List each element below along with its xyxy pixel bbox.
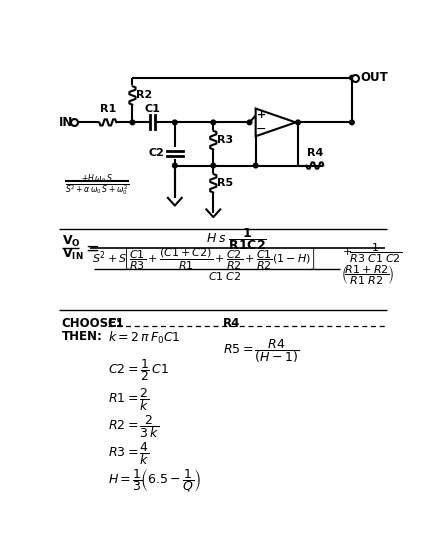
Text: R4: R4 [223, 317, 240, 330]
Circle shape [210, 163, 215, 168]
Text: $\!\!\left(\!\dfrac{R1+R2}{R1\;R2}\!\right)$: $\!\!\left(\!\dfrac{R1+R2}{R1\;R2}\!\rig… [341, 263, 393, 287]
Text: $C1\;C2$: $C1\;C2$ [207, 271, 241, 282]
Circle shape [210, 120, 215, 124]
Text: CHOOSE:: CHOOSE: [62, 317, 122, 330]
Circle shape [172, 163, 177, 168]
Text: $H\;s\;\dfrac{\mathbf{1}}{\mathbf{R1C2}}$: $H\;s\;\dfrac{\mathbf{1}}{\mathbf{R1C2}}… [206, 227, 266, 252]
Text: R4: R4 [306, 148, 322, 158]
Text: R3: R3 [217, 135, 233, 145]
Text: C2: C2 [148, 148, 164, 158]
Text: R5: R5 [217, 178, 233, 188]
Text: $C2=\dfrac{1}{2}\,C1$: $C2=\dfrac{1}{2}\,C1$ [108, 357, 168, 383]
Text: C1: C1 [108, 317, 125, 330]
Circle shape [349, 75, 353, 80]
Text: $R5=\dfrac{R4}{(H-1)}$: $R5=\dfrac{R4}{(H-1)}$ [223, 337, 299, 365]
Text: $S^2+S\!\left[\dfrac{C1}{R3}+\dfrac{(C1+C2)}{R1}+\dfrac{C2}{R2}+\dfrac{C1}{R2}(1: $S^2+S\!\left[\dfrac{C1}{R3}+\dfrac{(C1+… [92, 247, 315, 272]
Circle shape [349, 120, 353, 124]
Circle shape [295, 120, 299, 124]
Circle shape [172, 120, 177, 124]
Text: $\mathbf{V_O}$: $\mathbf{V_O}$ [62, 234, 80, 249]
Polygon shape [255, 109, 295, 136]
Circle shape [130, 120, 135, 124]
Text: OUT: OUT [359, 71, 387, 84]
Text: C1: C1 [144, 104, 160, 114]
Text: +: + [256, 110, 265, 121]
Text: R1: R1 [99, 104, 116, 114]
Circle shape [253, 163, 257, 168]
Text: R2: R2 [136, 90, 152, 100]
Text: $+\!\dfrac{1}{R3\;C1\;C2}$: $+\!\dfrac{1}{R3\;C1\;C2}$ [341, 242, 401, 265]
Text: $R3=\dfrac{4}{k}$: $R3=\dfrac{4}{k}$ [108, 440, 149, 467]
Text: IN: IN [59, 116, 73, 129]
Text: $=$: $=$ [82, 239, 99, 257]
Text: $H=\dfrac{1}{3}\!\left(6.5-\dfrac{1}{Q}\right)$: $H=\dfrac{1}{3}\!\left(6.5-\dfrac{1}{Q}\… [108, 468, 201, 494]
Text: $R2=\dfrac{2}{3\,k}$: $R2=\dfrac{2}{3\,k}$ [108, 413, 159, 440]
Circle shape [247, 120, 251, 124]
Text: $\frac{+H\,\omega_0\,S}{S^2+\alpha\,\omega_0\,S+\omega_0^{\,2}}$: $\frac{+H\,\omega_0\,S}{S^2+\alpha\,\ome… [65, 173, 129, 199]
Text: $R1=\dfrac{2}{k}$: $R1=\dfrac{2}{k}$ [108, 387, 149, 413]
Text: −: − [255, 123, 266, 136]
Text: THEN:: THEN: [62, 330, 102, 343]
Text: $k=2\,\pi\,F_0C1$: $k=2\,\pi\,F_0C1$ [108, 330, 180, 345]
Text: $\mathbf{V_{IN}}$: $\mathbf{V_{IN}}$ [62, 247, 83, 262]
